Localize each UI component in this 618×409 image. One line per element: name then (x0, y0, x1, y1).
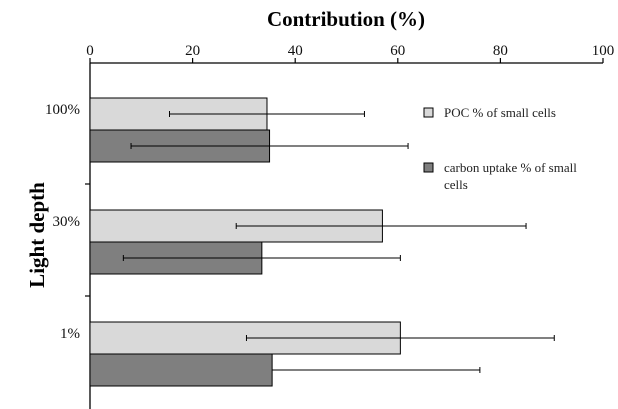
x-tick-label: 40 (288, 43, 303, 59)
legend-label: POC % of small cells (444, 105, 556, 120)
x-tick-label: 20 (185, 43, 200, 59)
y-axis-title: Light depth (25, 182, 49, 288)
x-tick-label: 100 (592, 43, 615, 59)
y-tick-label: 30% (53, 214, 81, 230)
legend-swatch (423, 107, 434, 118)
x-tick-label: 80 (493, 43, 508, 59)
plot-area: 100% 30% 1% (45, 62, 603, 409)
x-axis-title: Contribution (%) (267, 7, 425, 31)
x-tick-label: 0 (86, 43, 94, 59)
y-tick-label: 1% (60, 326, 80, 342)
legend-swatch (423, 162, 434, 173)
y-tick-label: 100% (45, 102, 80, 118)
x-tick-label: 60 (390, 43, 405, 59)
x-axis-ticks: 0 20 40 60 80 100 (86, 43, 614, 63)
legend-label: carbon uptake % of small cells (444, 160, 577, 192)
legend: POC % of small cells carbon uptake % of s… (423, 105, 577, 192)
bar (89, 353, 273, 387)
